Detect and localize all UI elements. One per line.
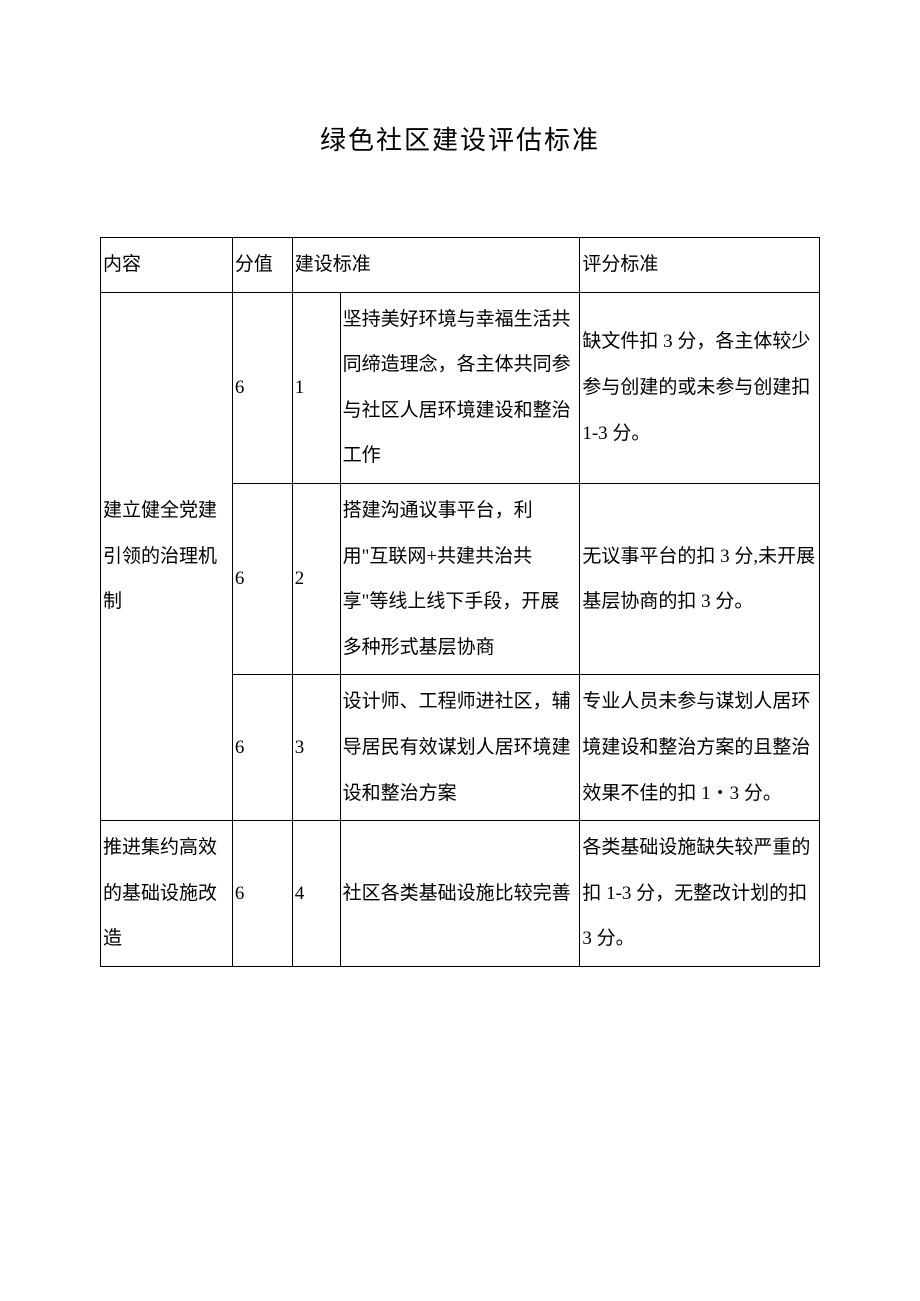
cell-standard: 搭建沟通议事平台，利用"互联网+共建共治共享"等线上线下手段，开展多种形式基层协…: [340, 483, 580, 674]
page-title: 绿色社区建设评估标准: [100, 120, 820, 157]
cell-criteria: 无议事平台的扣 3 分,未开展基层协商的扣 3 分。: [580, 483, 820, 674]
cell-criteria: 各类基础设施缺失较严重的扣 1-3 分，无整改计划的扣 3 分。: [580, 821, 820, 967]
cell-num: 2: [292, 483, 340, 674]
cell-criteria: 专业人员未参与谋划人居环境建设和整治方案的且整治效果不佳的扣 1・3 分。: [580, 675, 820, 821]
cell-standard: 设计师、工程师进社区，辅导居民有效谋划人居环境建设和整治方案: [340, 675, 580, 821]
cell-score: 6: [232, 675, 292, 821]
cell-num: 4: [292, 821, 340, 967]
header-standard: 建设标准: [292, 238, 580, 293]
header-category: 内容: [101, 238, 233, 293]
cell-standard: 社区各类基础设施比较完善: [340, 821, 580, 967]
cell-num: 3: [292, 675, 340, 821]
cell-standard: 坚持美好环境与幸福生活共同缔造理念，各主体共同参与社区人居环境建设和整治工作: [340, 292, 580, 483]
cell-score: 6: [232, 292, 292, 483]
evaluation-table: 内容 分值 建设标准 评分标准 建立健全党建引领的治理机制 6 1 坚持美好环境…: [100, 237, 820, 967]
cell-criteria: 缺文件扣 3 分，各主体较少参与创建的或未参与创建扣 1-3 分。: [580, 292, 820, 483]
cell-num: 1: [292, 292, 340, 483]
table-row: 推进集约高效的基础设施改造 6 4 社区各类基础设施比较完善 各类基础设施缺失较…: [101, 821, 820, 967]
header-criteria: 评分标准: [580, 238, 820, 293]
table-row: 建立健全党建引领的治理机制 6 1 坚持美好环境与幸福生活共同缔造理念，各主体共…: [101, 292, 820, 483]
table-header-row: 内容 分值 建设标准 评分标准: [101, 238, 820, 293]
cell-score: 6: [232, 821, 292, 967]
cell-category: 建立健全党建引领的治理机制: [101, 292, 233, 821]
header-score: 分值: [232, 238, 292, 293]
cell-score: 6: [232, 483, 292, 674]
cell-category: 推进集约高效的基础设施改造: [101, 821, 233, 967]
